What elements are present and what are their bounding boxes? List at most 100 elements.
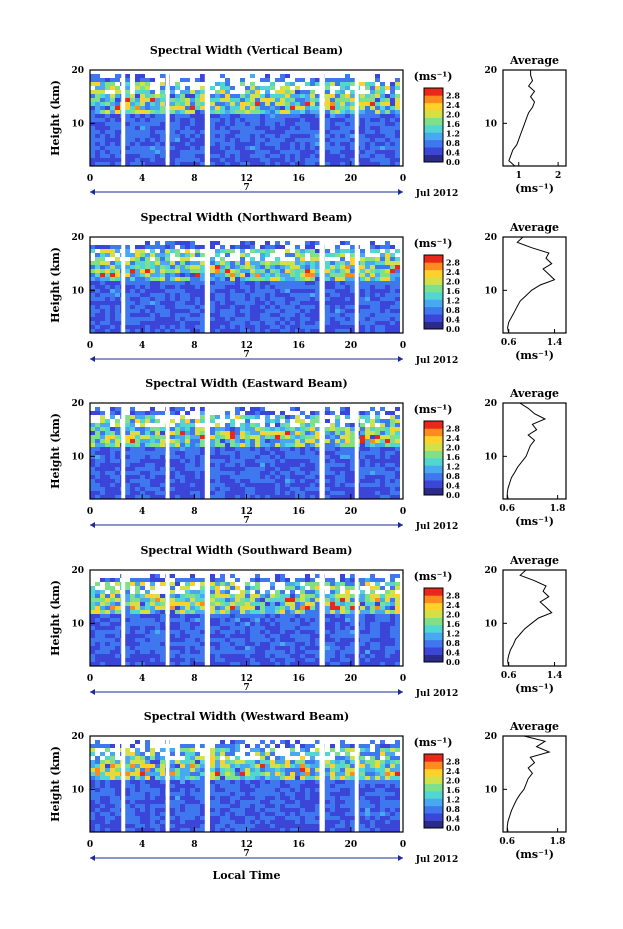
- heatmap-cell: [260, 618, 265, 622]
- heatmap-cell: [130, 431, 135, 435]
- heatmap-cell: [290, 491, 295, 495]
- heatmap-cell: [305, 479, 310, 483]
- heatmap-cell: [90, 126, 95, 130]
- heatmap-cell: [130, 118, 135, 122]
- heatmap-cell: [150, 106, 155, 110]
- heatmap-cell: [165, 273, 170, 277]
- heatmap-cell: [280, 309, 285, 313]
- heatmap-cell: [145, 281, 150, 285]
- heatmap-cell: [350, 134, 355, 138]
- heatmap-cell: [195, 483, 200, 487]
- heatmap-cell: [175, 261, 180, 265]
- heatmap-cell: [350, 126, 355, 130]
- heatmap-cell: [240, 293, 245, 297]
- heatmap-cell: [245, 245, 250, 249]
- heatmap-cell: [105, 293, 110, 297]
- heatmap-cell: [135, 329, 140, 333]
- heatmap-cell: [215, 606, 220, 610]
- heatmap-cell: [155, 162, 160, 166]
- heatmap-cell: [350, 94, 355, 98]
- heatmap-cell: [195, 427, 200, 431]
- heatmap-cell: [390, 578, 395, 582]
- heatmap-cell: [140, 483, 145, 487]
- heatmap-cell: [210, 431, 215, 435]
- heatmap-cell: [265, 253, 270, 257]
- heatmap-cell: [385, 241, 390, 245]
- heatmap-cell: [190, 94, 195, 98]
- heatmap-cell: [255, 411, 260, 415]
- heatmap-cell: [220, 114, 225, 118]
- heatmap-cell: [130, 594, 135, 598]
- heatmap-cell: [225, 289, 230, 293]
- heatmap-cell: [150, 578, 155, 582]
- heatmap-cell: [360, 602, 365, 606]
- heatmap-cell: [240, 313, 245, 317]
- heatmap-cell: [130, 451, 135, 455]
- heatmap-cell: [365, 86, 370, 90]
- heatmap-cell: [230, 610, 235, 614]
- heatmap-cell: [95, 150, 100, 154]
- heatmap-cell: [345, 158, 350, 162]
- heatmap-cell: [105, 102, 110, 106]
- heatmap-cell: [130, 475, 135, 479]
- heatmap-cell: [340, 594, 345, 598]
- heatmap-cell: [125, 630, 130, 634]
- heatmap-cell: [345, 479, 350, 483]
- heatmap-cell: [175, 249, 180, 253]
- heatmap-cell: [295, 118, 300, 122]
- heatmap-cell: [325, 126, 330, 130]
- heatmap-cell: [280, 281, 285, 285]
- heatmap-cell: [225, 590, 230, 594]
- heatmap-cell: [395, 423, 400, 427]
- heatmap-cell: [195, 431, 200, 435]
- heatmap-cell: [365, 487, 370, 491]
- heatmap-cell: [305, 455, 310, 459]
- heatmap-cell: [295, 126, 300, 130]
- heatmap-cell: [370, 451, 375, 455]
- heatmap-cell: [270, 630, 275, 634]
- heatmap-cell: [230, 594, 235, 598]
- heatmap-cell: [160, 114, 165, 118]
- heatmap-cell: [110, 150, 115, 154]
- heatmap-cell: [250, 479, 255, 483]
- heatmap-cell: [290, 479, 295, 483]
- heatmap-cell: [155, 158, 160, 162]
- heatmap-cell: [180, 289, 185, 293]
- heatmap-cell: [300, 293, 305, 297]
- heatmap-cell: [325, 142, 330, 146]
- heatmap-cell: [150, 269, 155, 273]
- heatmap-cell: [295, 130, 300, 134]
- heatmap-cell: [195, 138, 200, 142]
- heatmap-cell: [125, 138, 130, 142]
- x-tick-label: 16: [292, 174, 305, 184]
- colorbar-swatch: [424, 117, 443, 126]
- heatmap-cell: [340, 459, 345, 463]
- heatmap-cell: [295, 483, 300, 487]
- heatmap-cell: [370, 114, 375, 118]
- heatmap-cell: [160, 602, 165, 606]
- heatmap-cell: [105, 253, 110, 257]
- heatmap-cell: [315, 626, 320, 630]
- heatmap-cell: [150, 317, 155, 321]
- heatmap-cell: [155, 626, 160, 630]
- heatmap-cell: [195, 122, 200, 126]
- heatmap-cell: [145, 630, 150, 634]
- heatmap-cell: [185, 305, 190, 309]
- heatmap-cell: [330, 606, 335, 610]
- heatmap-cell: [325, 447, 330, 451]
- heatmap-cell: [390, 261, 395, 265]
- heatmap-cell: [195, 590, 200, 594]
- heatmap-cell: [170, 419, 175, 423]
- heatmap-cell: [395, 451, 400, 455]
- heatmap-cell: [310, 471, 315, 475]
- heatmap-cell: [265, 245, 270, 249]
- heatmap-cell: [260, 110, 265, 114]
- heatmap-cell: [285, 475, 290, 479]
- heatmap-cell: [170, 622, 175, 626]
- heatmap-cell: [165, 257, 170, 261]
- heatmap-cell: [390, 114, 395, 118]
- heatmap-cell: [300, 329, 305, 333]
- heatmap-cell: [235, 447, 240, 451]
- heatmap-cell: [235, 301, 240, 305]
